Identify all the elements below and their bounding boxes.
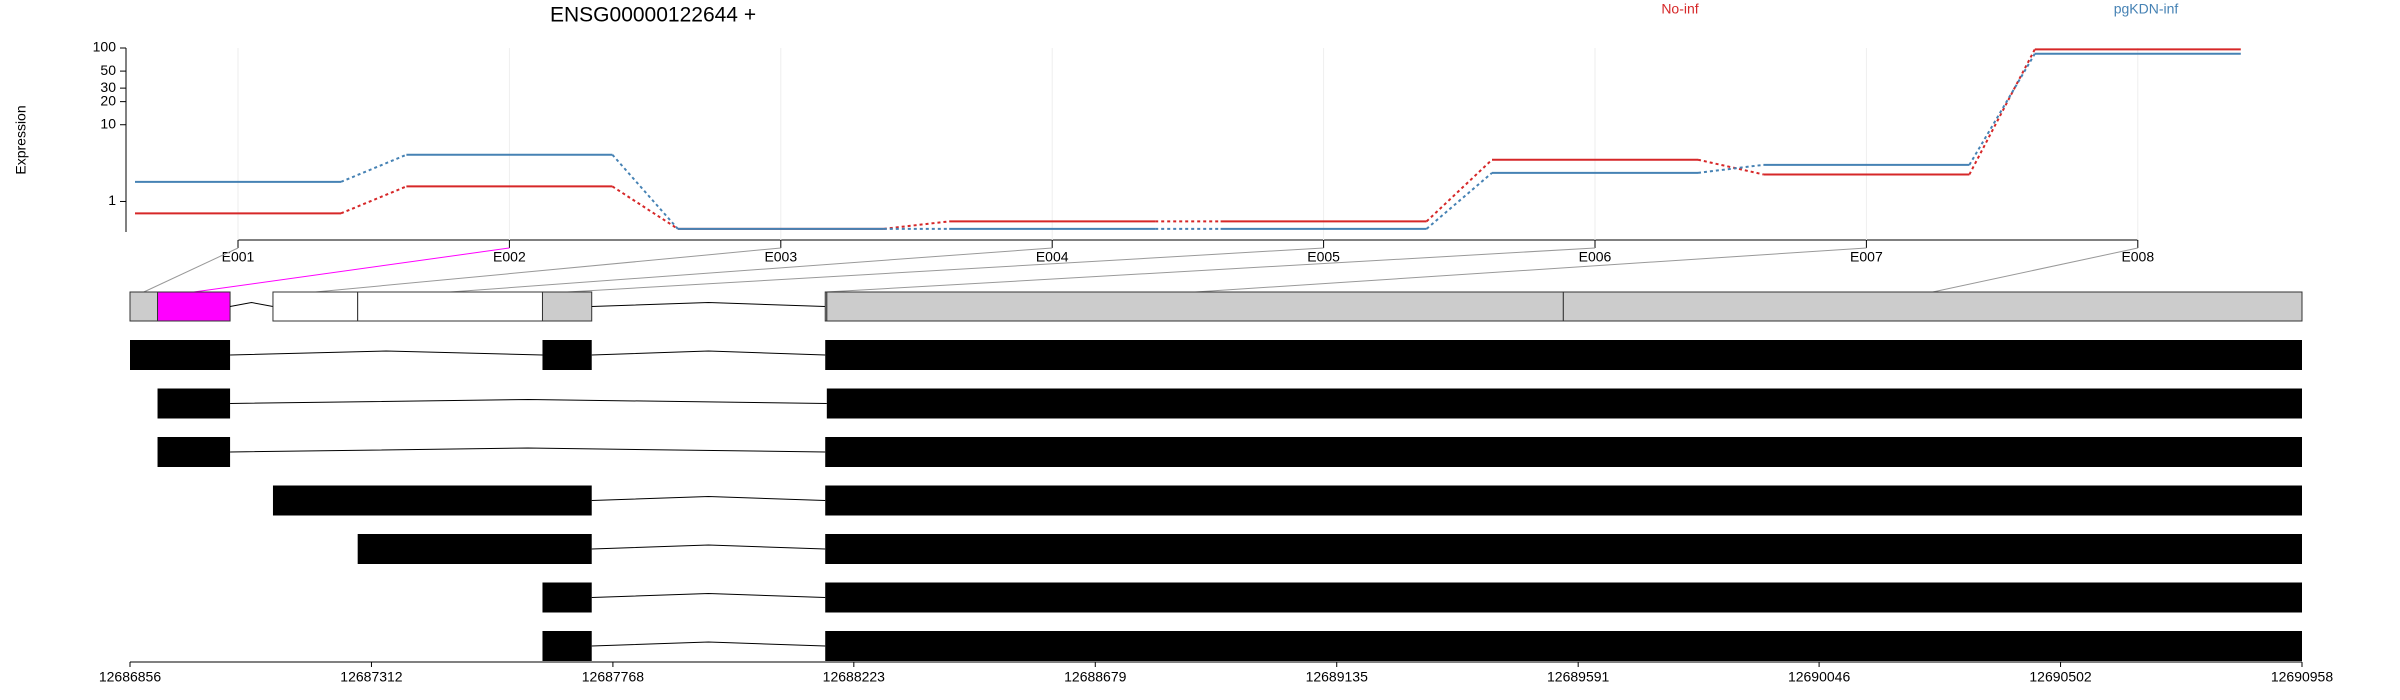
x-tick-label: 12690046 [1788, 669, 1851, 685]
bin-link [193, 247, 510, 293]
intron [230, 447, 826, 453]
transcript-exon [825, 631, 2302, 661]
y-tick-label: 50 [100, 62, 116, 78]
connector [340, 153, 407, 183]
x-tick-label: 12689591 [1547, 669, 1610, 685]
intron [591, 301, 826, 307]
exon-bin [129, 291, 159, 322]
intron [591, 544, 826, 550]
x-tick-label: 12686856 [99, 669, 162, 685]
connector [883, 220, 950, 230]
x-tick-label: 12687312 [340, 669, 403, 685]
x-tick-label: 12689135 [1306, 669, 1369, 685]
transcript-exon [542, 340, 592, 370]
x-tick-label: 12690958 [2271, 669, 2334, 685]
transcript-exon [542, 631, 592, 661]
transcript-exon [825, 582, 2302, 613]
chart-title: ENSG00000122644 + [550, 4, 756, 27]
transcript-exon [826, 388, 2302, 419]
x-tick-label: E003 [764, 249, 797, 265]
y-axis-label: Expression [13, 105, 29, 174]
bin-link [315, 247, 781, 293]
transcript-exon [157, 388, 231, 419]
intron [591, 350, 826, 356]
legend-label: No-inf [1661, 1, 1698, 17]
exon-bin [357, 291, 543, 322]
connector [611, 185, 679, 230]
transcript-exon [157, 437, 231, 467]
transcript-exon [825, 485, 2302, 516]
transcript-exon [542, 582, 592, 613]
y-tick-label: 30 [100, 79, 116, 95]
connector [1697, 158, 1764, 176]
connector [1968, 48, 2036, 175]
bin-link [1195, 247, 1867, 293]
intron [591, 592, 826, 598]
connector [611, 154, 679, 230]
bin-link [567, 247, 1324, 293]
transcript-exon [825, 437, 2302, 467]
exon-bin [826, 291, 1564, 322]
connector [1697, 163, 1764, 174]
y-tick-label: 20 [100, 92, 116, 108]
transcript-exon [357, 534, 592, 564]
transcript-exon [825, 340, 2302, 370]
transcript-exon [272, 485, 592, 516]
connector [1968, 53, 2036, 166]
connector [1425, 158, 1493, 223]
x-tick-label: E008 [2121, 249, 2154, 265]
x-tick-label: 12688679 [1064, 669, 1127, 685]
intron [591, 495, 826, 501]
transcript-exon [130, 340, 231, 370]
bin-link [450, 247, 1053, 293]
x-tick-label: E002 [493, 249, 526, 265]
intron [229, 301, 274, 307]
y-tick-label: 100 [93, 39, 117, 55]
x-tick-label: E005 [1307, 249, 1340, 265]
x-tick-label: E006 [1579, 249, 1612, 265]
exon-bin [272, 291, 359, 322]
exon-bin [157, 291, 231, 322]
connector [340, 185, 407, 215]
bin-link [143, 247, 239, 293]
y-tick-label: 1 [108, 192, 116, 208]
x-tick-label: E004 [1036, 249, 1069, 265]
x-tick-label: 12688223 [823, 669, 886, 685]
intron [591, 641, 826, 647]
intron [230, 350, 543, 356]
exon-bin [541, 291, 593, 322]
transcript-exon [825, 534, 2302, 564]
intron [230, 398, 827, 404]
bin-link [825, 247, 1596, 293]
x-tick-label: 12687768 [582, 669, 645, 685]
y-tick-label: 10 [100, 115, 116, 131]
x-tick-label: 12690502 [2029, 669, 2092, 685]
x-tick-label: E007 [1850, 249, 1883, 265]
legend-label: pgKDN-inf [2114, 1, 2179, 17]
connector [1425, 172, 1493, 230]
x-tick-label: E001 [222, 249, 255, 265]
exon-bin [1562, 291, 2303, 322]
bin-link [1932, 247, 2138, 293]
